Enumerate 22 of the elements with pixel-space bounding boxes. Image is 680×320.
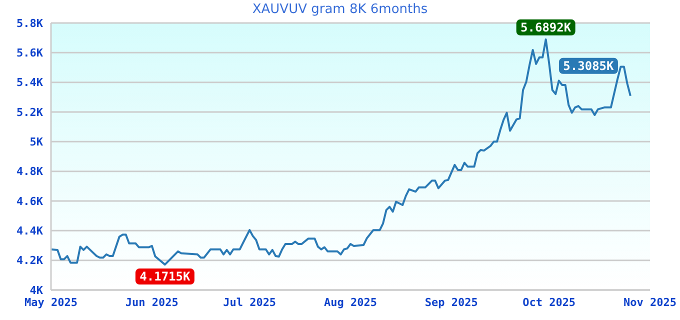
annotation: 4.1715K [140,270,191,284]
y-tick-label: 4.4K [16,224,44,238]
y-tick-label: 5.2K [16,106,44,119]
x-tick-label: Sep 2025 [424,296,478,309]
annotation: 5.3085K [563,58,615,73]
x-tick-label: Oct 2025 [522,296,576,309]
y-tick-label: 5.8K [16,16,44,30]
x-tick-label: Aug 2025 [324,296,377,309]
y-tick-label: 4.8K [16,165,44,178]
y-tick-label: 5K [30,136,44,149]
y-tick-label: 5.6K [16,46,44,60]
x-tick-label: Jul 2025 [223,296,276,309]
chart-title: XAUVUV gram 8K 6months [251,2,429,17]
y-tick-label: 5.4K [16,76,44,90]
annotation: 5.6892K [520,20,572,34]
y-tick-label: 4.2K [16,254,44,268]
x-tick-label: May 2025 [24,296,78,309]
y-tick-label: 4K [30,284,44,297]
x-tick-label: Jun 2025 [125,296,178,309]
y-tick-label: 4.6K [16,194,44,208]
line-series [51,38,632,266]
x-tick-label: Nov 2025 [624,296,676,309]
